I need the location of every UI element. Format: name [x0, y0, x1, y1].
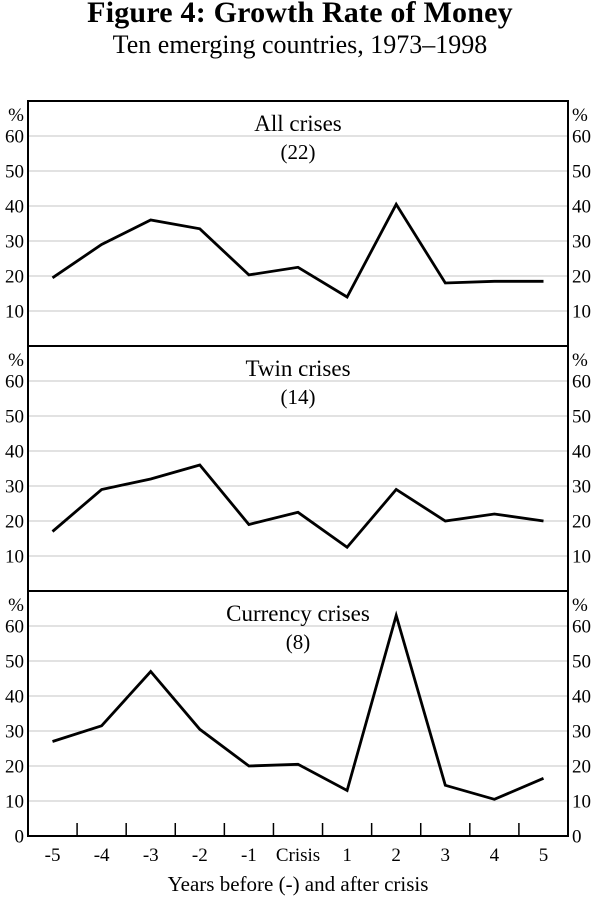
panel-title: All crises [254, 111, 342, 136]
y-axis-percent-right: % [572, 595, 588, 616]
y-tick-label-left: 30 [5, 722, 24, 743]
x-tick-label: 4 [490, 845, 500, 866]
y-tick-label-left: 10 [5, 302, 24, 323]
y-tick-label-left: 50 [5, 162, 24, 183]
panel-title: Currency crises [226, 601, 370, 626]
x-tick-label: -4 [94, 845, 110, 866]
y-tick-label-right: 30 [572, 722, 591, 743]
y-tick-label-right: 30 [572, 477, 591, 498]
x-tick-label: 5 [539, 845, 549, 866]
panel-head-currency-crises: Currency crises (8) [28, 601, 568, 654]
panel-2-series-line [52, 610, 545, 801]
y-axis-percent-left: % [8, 105, 24, 126]
y-tick-label-left: 10 [5, 792, 24, 813]
x-axis-title: Years before (-) and after crisis [167, 872, 429, 896]
y-tick-label-left: 40 [5, 442, 24, 463]
y-tick-label-left: 20 [5, 757, 24, 778]
y-tick-label-left: 60 [5, 372, 24, 393]
x-tick-label: -1 [241, 845, 257, 866]
x-tick-label: 3 [441, 845, 451, 866]
panel-2-gridlines [29, 625, 567, 802]
y-axis-percent-right: % [572, 350, 588, 371]
y-tick-label-right: 10 [572, 302, 591, 323]
y-tick-label-right: 20 [572, 512, 591, 533]
y-tick-label-right: 10 [572, 792, 591, 813]
panel-1-series-line [51, 463, 544, 550]
x-tick-label: 2 [391, 845, 401, 866]
y-tick-label-right: 20 [572, 267, 591, 288]
y-tick-label-left: 20 [5, 512, 24, 533]
y-tick-label-right: 40 [572, 197, 591, 218]
y-tick-label-right: 30 [572, 232, 591, 253]
y-zero-label-right: 0 [572, 827, 582, 848]
y-tick-label-left: 20 [5, 267, 24, 288]
y-tick-label-right: 50 [572, 407, 591, 428]
panel-head-all-crises: All crises (22) [28, 111, 568, 164]
figure-subtitle: Ten emerging countries, 1973–1998 [112, 30, 488, 59]
y-axis-percent-left: % [8, 595, 24, 616]
panel-count: (8) [285, 630, 311, 654]
y-tick-label-right: 10 [572, 547, 591, 568]
y-tick-label-right: 60 [572, 617, 591, 638]
y-axis-percent-right: % [572, 105, 588, 126]
y-tick-label-right: 60 [572, 372, 591, 393]
panel-0-series-line [51, 201, 544, 299]
x-tick-label: Crisis [276, 845, 320, 866]
panel-0-gridlines [29, 135, 567, 312]
x-tick-label: -2 [192, 845, 208, 866]
y-tick-label-right: 20 [572, 757, 591, 778]
y-tick-label-left: 50 [5, 652, 24, 673]
panel-title: Twin crises [245, 356, 351, 381]
y-tick-label-left: 30 [5, 232, 24, 253]
y-tick-label-left: 60 [5, 617, 24, 638]
y-tick-label-left: 50 [5, 407, 24, 428]
figure-title: Figure 4: Growth Rate of Money [87, 0, 513, 29]
x-axis: -5 -4 -3 -2 -1 Crisis 1 2 3 4 5 [45, 823, 549, 866]
y-tick-label-right: 40 [572, 442, 591, 463]
x-tick-label: -3 [143, 845, 159, 866]
y-tick-label-right: 50 [572, 652, 591, 673]
y-axis-percent-left: % [8, 350, 24, 371]
y-tick-label-left: 40 [5, 197, 24, 218]
y-tick-label-left: 60 [5, 127, 24, 148]
y-tick-label-left: 40 [5, 687, 24, 708]
y-tick-label-right: 50 [572, 162, 591, 183]
y-zero-label-left: 0 [15, 827, 25, 848]
panel-head-twin-crises: Twin crises (14) [28, 356, 568, 409]
panel-2-border [27, 590, 569, 837]
panel-count: (22) [280, 140, 316, 164]
panel-count: (14) [280, 385, 316, 409]
y-tick-label-right: 40 [572, 687, 591, 708]
y-tick-label-left: 10 [5, 547, 24, 568]
y-tick-label-left: 30 [5, 477, 24, 498]
y-tick-label-right: 60 [572, 127, 591, 148]
x-tick-label: -5 [45, 845, 61, 866]
x-tick-label: 1 [342, 845, 352, 866]
